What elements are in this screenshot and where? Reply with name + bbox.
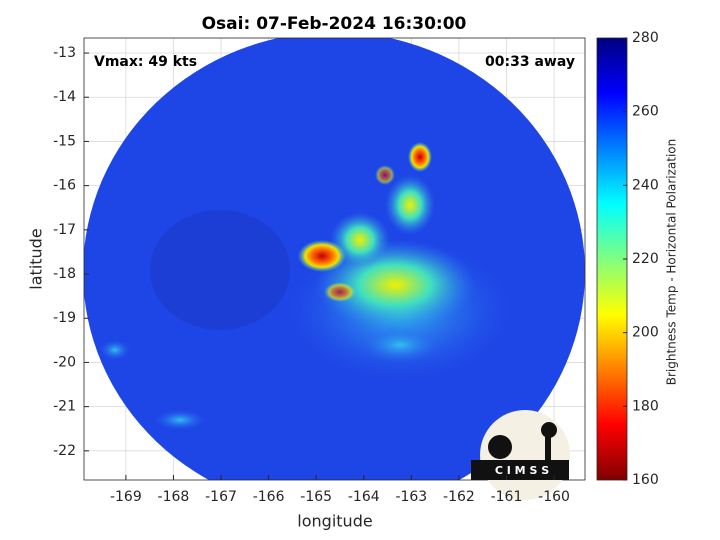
x-axis-label: longitude: [297, 512, 372, 531]
y-tick-label: -13: [53, 45, 76, 61]
x-tick-label: -165: [300, 489, 332, 505]
y-tick-label: -20: [53, 354, 76, 370]
y-axis-label: latitude: [27, 228, 46, 289]
y-tick-label: -17: [53, 222, 76, 238]
x-tick-label: -161: [491, 489, 523, 505]
x-tick-label: -164: [348, 489, 380, 505]
x-tick-label: -168: [158, 489, 190, 505]
y-tick-label: -18: [53, 266, 76, 282]
swath: [84, 38, 585, 480]
y-tick-label: -15: [53, 133, 76, 149]
y-tick-label: -16: [53, 178, 76, 194]
x-tick-label: -169: [110, 489, 142, 505]
colorbar-label: Brightness Temp - Horizontal Polarizatio…: [665, 139, 679, 386]
y-tick-label: -14: [53, 89, 76, 105]
colorbar-tick-label: 180: [632, 398, 659, 414]
annotation: Vmax: 49 kts: [94, 54, 197, 70]
colorbar-tick-label: 240: [632, 177, 659, 193]
colorbar-tick-label: 280: [632, 30, 659, 46]
y-tick-label: -22: [53, 443, 76, 459]
annotation: 00:33 away: [485, 54, 575, 70]
y-tick-label: -21: [53, 399, 76, 415]
x-tick-label: -162: [443, 489, 475, 505]
logo: C I M S S: [471, 410, 570, 500]
colorbar-tick-label: 260: [632, 104, 659, 120]
x-tick-label: -163: [395, 489, 427, 505]
logo-text: C I M S S: [495, 464, 549, 477]
colorbar-tick-label: 200: [632, 325, 659, 341]
x-tick-label: -160: [538, 489, 570, 505]
plot-frame: [83, 37, 586, 481]
x-tick-label: -166: [253, 489, 285, 505]
colorbar-tick-label: 220: [632, 251, 659, 267]
x-tick-label: -167: [205, 489, 237, 505]
y-tick-label: -19: [53, 310, 76, 326]
colorbar: [596, 37, 628, 481]
colorbar-tick-label: 160: [632, 472, 659, 488]
chart-title: Osai: 07-Feb-2024 16:30:00: [202, 14, 467, 34]
